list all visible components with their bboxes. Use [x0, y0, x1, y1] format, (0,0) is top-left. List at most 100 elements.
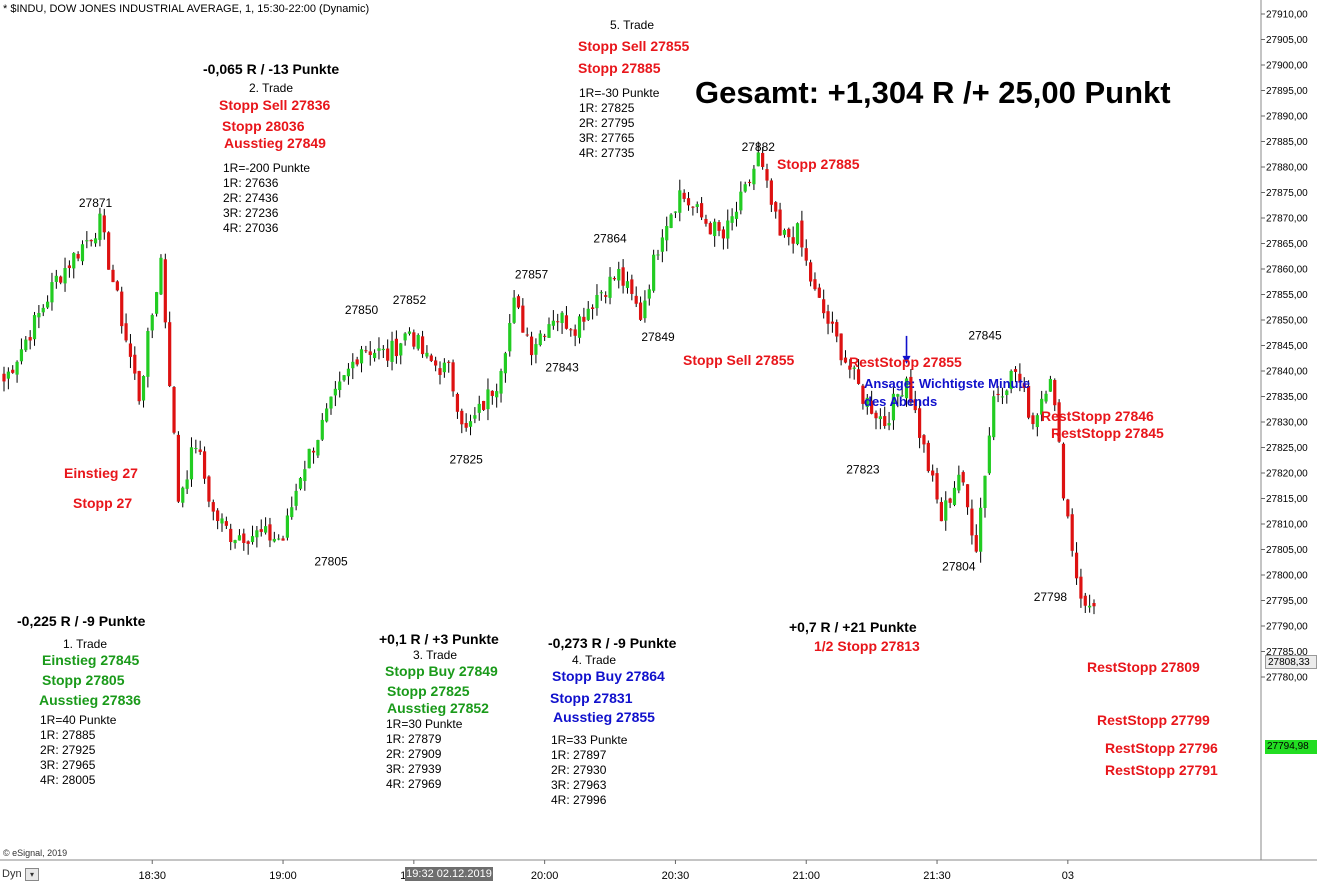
up-candle — [904, 378, 909, 399]
trade5-target-line: 4R: 27735 — [579, 146, 635, 160]
dynamic-scale-control[interactable]: Dyn ▾ — [0, 866, 40, 881]
up-candle — [503, 353, 507, 374]
up-candle — [416, 334, 420, 349]
down-candle — [1031, 415, 1035, 425]
up-candle — [865, 397, 869, 407]
up-candle — [320, 419, 324, 440]
price-tick-label: 27830,00 — [1266, 418, 1308, 429]
down-candle — [948, 498, 952, 503]
down-candle — [861, 385, 865, 404]
price-tick-label: 27870,00 — [1266, 214, 1308, 225]
trade5-targets: 1R=-30 Punkte 1R: 27825 2R: 27795 3R: 27… — [579, 86, 659, 161]
up-candle — [534, 344, 538, 355]
up-candle — [486, 389, 490, 410]
trade4-stop-label: Stopp 27831 — [550, 690, 633, 706]
up-candle — [782, 230, 787, 235]
price-tick-label: 27825,00 — [1266, 443, 1308, 454]
rest-stop-27799-label: RestStopp 27799 — [1097, 712, 1210, 728]
trade2-entry-label: Stopp Sell 27836 — [219, 97, 331, 113]
trade3-stop-label: Stopp 27825 — [387, 683, 470, 699]
time-tick-label: 18:30 — [138, 870, 166, 882]
rest-stop-27855-label: RestStopp 27855 — [849, 354, 962, 370]
down-candle — [961, 472, 965, 483]
down-candle — [612, 278, 616, 280]
up-candle — [141, 376, 146, 401]
down-candle — [242, 533, 246, 543]
up-candle — [538, 333, 542, 346]
swing-price-label: 27871 — [79, 196, 113, 210]
trade2-target-line: 4R: 27036 — [223, 221, 279, 235]
down-candle — [1070, 514, 1074, 551]
down-candle — [11, 369, 15, 373]
time-tick-label: 21:30 — [923, 870, 951, 882]
down-candle — [843, 357, 848, 363]
trade3-entry-label: Stopp Buy 27849 — [385, 663, 498, 679]
up-candle — [756, 152, 760, 167]
trade1-target-line: 3R: 27965 — [40, 758, 96, 772]
up-candle — [508, 323, 512, 352]
up-candle — [1040, 398, 1044, 415]
down-candle — [368, 351, 372, 356]
up-candle — [952, 487, 957, 505]
trade5-target-line: 1R=-30 Punkte — [579, 86, 660, 100]
swing-price-label: 27804 — [942, 560, 976, 574]
trade1-target-line: 2R: 27925 — [40, 743, 96, 757]
down-candle — [926, 442, 930, 472]
trade2-target-line: 1R: 27636 — [223, 176, 279, 190]
up-candle — [739, 191, 743, 211]
trade4-target-line: 2R: 27930 — [551, 763, 607, 777]
time-tick-label: 19:00 — [269, 870, 297, 882]
up-candle — [359, 349, 364, 364]
up-candle — [743, 184, 747, 192]
up-candle — [72, 253, 76, 269]
up-candle — [351, 361, 355, 369]
down-candle — [198, 449, 202, 453]
up-candle — [338, 381, 342, 391]
up-candle — [678, 190, 682, 213]
up-candle — [373, 352, 377, 359]
down-candle — [1079, 576, 1083, 599]
down-candle — [137, 371, 141, 402]
down-candle — [89, 239, 93, 242]
price-tick-label: 27815,00 — [1266, 494, 1308, 505]
up-candle — [233, 540, 237, 544]
trade3-target-line: 1R=30 Punkte — [386, 717, 463, 731]
trade2-title: 2. Trade — [249, 81, 294, 95]
trade3-title: 3. Trade — [413, 648, 458, 662]
up-candle — [673, 211, 678, 213]
announcement-label-2: des Abends — [864, 394, 938, 409]
price-tick-label: 27805,00 — [1266, 545, 1308, 556]
up-candle — [1009, 370, 1013, 389]
up-candle — [1035, 415, 1039, 428]
down-candle — [420, 336, 425, 355]
trade2-targets: 1R=-200 Punkte 1R: 27636 2R: 27436 3R: 2… — [223, 161, 310, 236]
up-candle — [625, 281, 630, 288]
chart-title: * $INDU, DOW JONES INDUSTRIAL AVERAGE, 1… — [3, 3, 370, 15]
up-candle — [726, 220, 730, 239]
down-candle — [769, 180, 773, 205]
up-candle — [669, 214, 673, 228]
down-candle — [163, 259, 167, 323]
down-candle — [826, 311, 830, 324]
down-candle — [1022, 383, 1026, 388]
scale-toggle-icon[interactable]: ▾ — [25, 868, 39, 881]
down-candle — [176, 434, 180, 502]
up-candle — [730, 216, 734, 223]
trade1-result-label: -0,225 R / -9 Punkte — [17, 613, 146, 629]
swing-price-label: 27850 — [345, 303, 379, 317]
down-candle — [874, 412, 878, 419]
up-candle — [752, 168, 756, 185]
up-candle — [547, 324, 551, 338]
half-stop-label: 1/2 Stopp 27813 — [814, 638, 920, 654]
up-candle — [220, 518, 224, 524]
down-candle — [67, 265, 71, 269]
down-candle — [638, 302, 643, 320]
down-candle — [490, 390, 494, 396]
down-candle — [464, 422, 468, 428]
down-candle — [128, 343, 133, 357]
up-candle — [1088, 605, 1092, 608]
swing-price-label: 27857 — [515, 267, 549, 281]
down-candle — [682, 192, 686, 199]
price-tick-label: 27890,00 — [1266, 112, 1308, 123]
